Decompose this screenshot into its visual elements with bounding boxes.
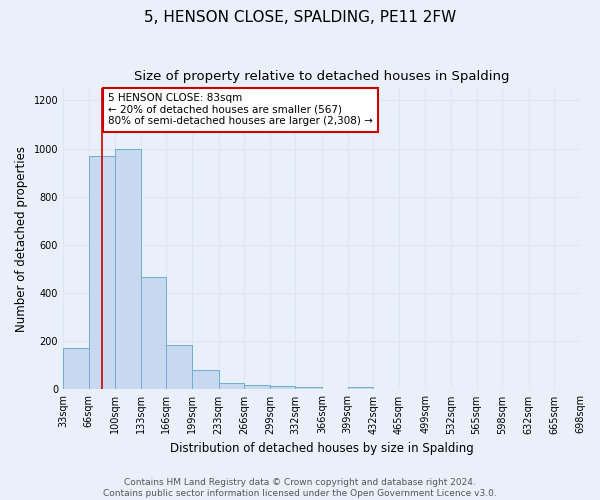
Bar (347, 386, 373, 390)
Bar (63, 348, 89, 390)
Bar (295, 387, 322, 390)
Text: Contains HM Land Registry data © Crown copyright and database right 2024.
Contai: Contains HM Land Registry data © Crown c… (103, 478, 497, 498)
Text: 5 HENSON CLOSE: 83sqm
← 20% of detached houses are smaller (567)
80% of semi-det: 5 HENSON CLOSE: 83sqm ← 20% of detached … (108, 93, 373, 126)
Y-axis label: Number of detached properties: Number of detached properties (15, 146, 28, 332)
X-axis label: Distribution of detached houses by size in Spalding: Distribution of detached houses by size … (170, 442, 473, 455)
Text: 5, HENSON CLOSE, SPALDING, PE11 2FW: 5, HENSON CLOSE, SPALDING, PE11 2FW (144, 10, 456, 25)
Bar (115, 148, 141, 390)
Bar (218, 384, 244, 390)
Bar (166, 345, 192, 390)
Bar (270, 386, 295, 390)
Bar (89, 156, 115, 390)
Bar (141, 278, 166, 390)
Bar (244, 384, 270, 390)
Bar (192, 370, 218, 390)
Title: Size of property relative to detached houses in Spalding: Size of property relative to detached ho… (134, 70, 509, 83)
